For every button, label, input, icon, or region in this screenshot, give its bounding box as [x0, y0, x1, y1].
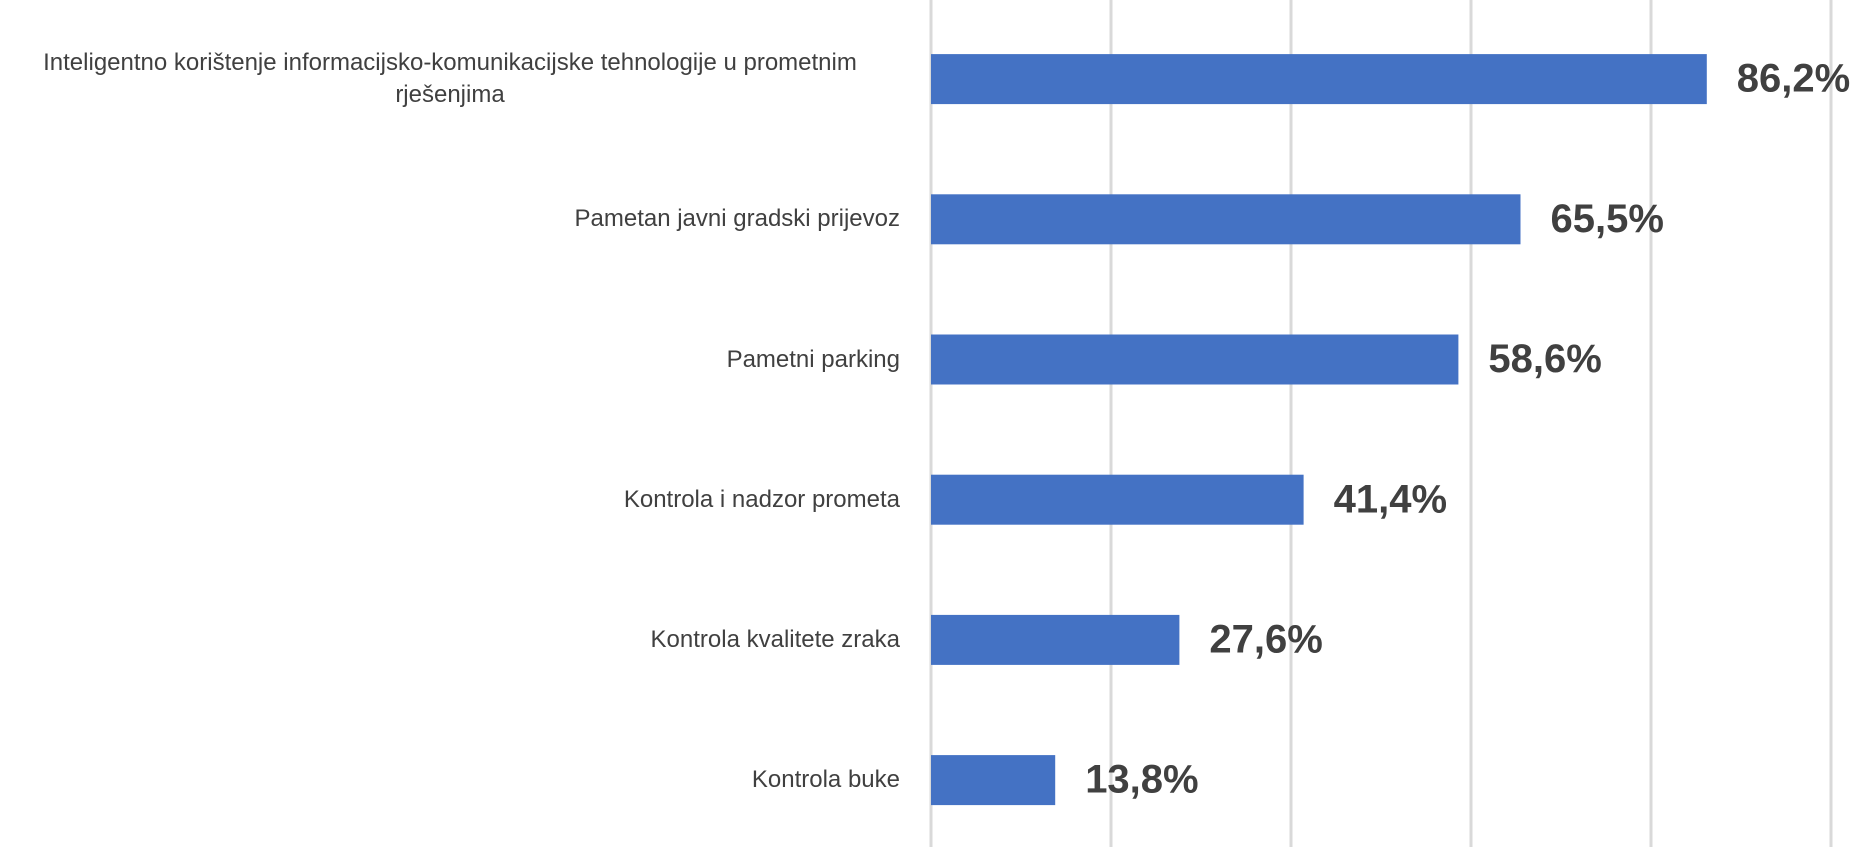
value-label: 27,6%	[1209, 617, 1322, 661]
bar	[931, 755, 1056, 806]
category-label: Inteligentno korištenje informacijsko-ko…	[43, 49, 857, 109]
category-label: Kontrola buke	[751, 766, 900, 794]
bar	[931, 474, 1304, 525]
value-label: 65,5%	[1551, 197, 1664, 241]
category-label-box: Pametan javni gradski prijevoz	[575, 169, 901, 269]
value-label: 58,6%	[1488, 337, 1601, 381]
value-label: 41,4%	[1334, 477, 1447, 521]
category-label-box: Kontrola buke	[752, 730, 900, 830]
value-label: 86,2%	[1737, 57, 1850, 101]
category-label-box: Pametni parking	[727, 310, 900, 410]
bar	[931, 194, 1521, 245]
category-label-box: Inteligentno korištenje informacijsko-ko…	[0, 29, 900, 129]
category-label: Kontrola i nadzor prometa	[623, 485, 900, 513]
category-label-box: Kontrola i nadzor prometa	[624, 450, 900, 550]
bar	[931, 614, 1180, 665]
bar	[931, 334, 1459, 385]
bar	[931, 54, 1707, 105]
category-label: Kontrola kvalitete zraka	[650, 625, 900, 653]
category-label: Pametni parking	[726, 345, 900, 373]
category-label: Pametan javni gradski prijevoz	[574, 205, 901, 233]
category-label-box: Kontrola kvalitete zraka	[651, 590, 900, 690]
value-label: 13,8%	[1085, 758, 1198, 802]
